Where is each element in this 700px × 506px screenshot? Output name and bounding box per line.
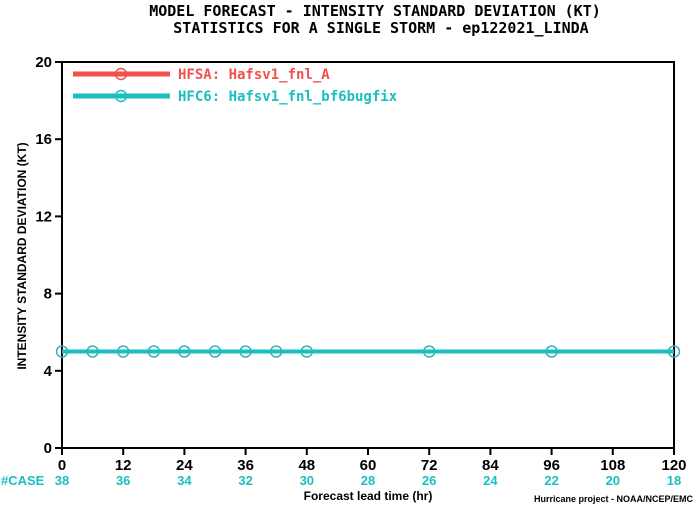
y-tick-label: 12 [35, 208, 52, 225]
case-count: 38 [55, 473, 69, 488]
legend: HFSA: Hafsv1_fnl_A HFC6: Hafsv1_fnl_bf6bu… [73, 67, 398, 105]
data-point [208, 345, 222, 358]
data-point [55, 345, 69, 358]
case-count: 36 [116, 473, 130, 488]
data-point [178, 345, 191, 358]
case-count: 18 [667, 473, 681, 488]
data-point [423, 345, 436, 358]
case-count: 34 [177, 473, 192, 488]
x-axis-title: Forecast lead time (hr) [304, 489, 433, 503]
legend-item: HFSA: Hafsv1_fnl_A [73, 67, 330, 83]
x-tick-label: 96 [543, 457, 560, 474]
data-point [239, 345, 252, 358]
x-tick-label: 48 [298, 457, 315, 474]
series-group [55, 345, 681, 358]
data-point [300, 345, 313, 358]
y-tick-label: 20 [35, 54, 52, 71]
y-tick-label: 0 [44, 440, 52, 457]
legend-marker [114, 67, 128, 81]
y-tick-label: 8 [44, 286, 52, 303]
data-point [117, 345, 130, 358]
x-tick-label: 84 [482, 457, 499, 474]
case-count: 26 [422, 473, 436, 488]
series-2 [55, 345, 681, 358]
legend-label: HFC6: Hafsv1_fnl_bf6bugfix [178, 89, 398, 105]
case-label: #CASE [1, 473, 45, 488]
case-count: 24 [483, 473, 498, 488]
data-point [667, 345, 681, 358]
credit-text: Hurricane project - NOAA/NCEP/EMC [534, 494, 694, 504]
y-tick-label: 16 [35, 131, 52, 148]
plot-area [61, 61, 675, 449]
data-point [86, 345, 99, 358]
x-tick-label: 0 [58, 457, 66, 474]
data-point [545, 345, 558, 358]
data-point [147, 345, 160, 358]
case-count: 22 [544, 473, 558, 488]
y-axis: 0 4 8 12 16 20 [35, 54, 62, 457]
case-count: 30 [300, 473, 314, 488]
y-tick-label: 4 [44, 363, 53, 380]
x-axis: 0 12 24 36 48 60 72 84 96 108 120 [58, 448, 687, 474]
case-count: 32 [238, 473, 252, 488]
x-tick-label: 24 [176, 457, 193, 474]
x-tick-label: 12 [115, 457, 132, 474]
case-count: 20 [606, 473, 620, 488]
x-tick-label: 108 [600, 457, 625, 474]
x-tick-label: 36 [237, 457, 254, 474]
legend-item: HFC6: Hafsv1_fnl_bf6bugfix [73, 89, 398, 105]
chart-subtitle: STATISTICS FOR A SINGLE STORM - ep122021… [173, 19, 588, 37]
chart-title: MODEL FORECAST - INTENSITY STANDARD DEVI… [149, 2, 601, 20]
case-count: 28 [361, 473, 375, 488]
x-tick-label: 60 [360, 457, 377, 474]
plot-frame [61, 61, 675, 449]
x-tick-label: 120 [661, 457, 686, 474]
y-axis-title: INTENSITY STANDARD DEVIATION (KT) [15, 142, 29, 369]
case-counts-row: #CASE 38 36 34 32 30 28 26 24 22 20 18 [1, 473, 681, 488]
legend-marker [114, 89, 128, 103]
data-point [270, 345, 283, 358]
legend-label: HFSA: Hafsv1_fnl_A [178, 67, 330, 83]
x-tick-label: 72 [421, 457, 438, 474]
